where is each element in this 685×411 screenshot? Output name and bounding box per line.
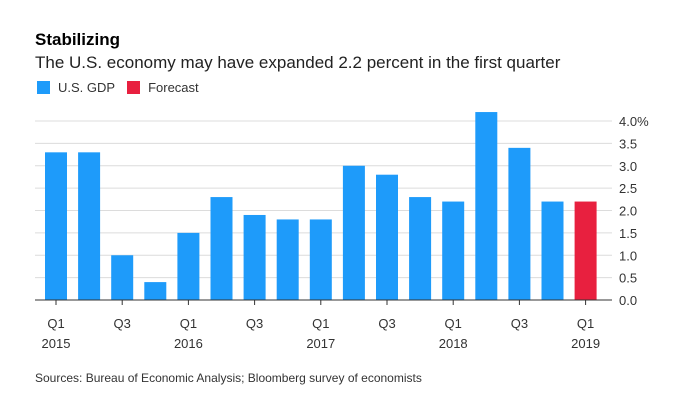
x-tick-label-year: 2015: [42, 336, 71, 351]
x-tick-label-quarter: Q3: [246, 316, 263, 331]
x-tick-label-quarter: Q1: [577, 316, 594, 331]
legend-label-forecast: Forecast: [148, 80, 199, 95]
y-tick-label: 2.5: [619, 181, 637, 196]
x-tick-label-year: 2019: [571, 336, 600, 351]
y-tick-label: 2.0: [619, 204, 637, 219]
legend: U.S. GDP Forecast: [37, 80, 211, 95]
bar-gdp: [342, 165, 365, 300]
legend-label-gdp: U.S. GDP: [58, 80, 116, 95]
x-tick-label-quarter: Q1: [445, 316, 462, 331]
x-tick-label-year: 2018: [439, 336, 468, 351]
y-tick-label: 1.0: [619, 248, 637, 263]
bar-gdp: [210, 197, 233, 300]
y-tick-label: 0.0: [619, 293, 637, 308]
y-tick-label: 3.5: [619, 136, 637, 151]
bar-forecast: [574, 201, 597, 300]
x-tick-label-quarter: Q3: [378, 316, 395, 331]
bar-gdp: [45, 152, 67, 300]
bar-gdp: [442, 201, 465, 300]
bar-gdp: [541, 201, 564, 300]
bar-gdp: [243, 214, 266, 300]
source-note: Sources: Bureau of Economic Analysis; Bl…: [35, 371, 422, 385]
legend-item-forecast: Forecast: [127, 80, 199, 95]
bar-gdp: [78, 152, 101, 300]
bar-gdp: [508, 147, 531, 300]
bar-gdp: [177, 232, 200, 300]
legend-swatch-forecast: [127, 81, 141, 94]
bar-gdp: [409, 197, 432, 300]
y-tick-label: 0.5: [619, 271, 637, 286]
legend-item-gdp: U.S. GDP: [37, 80, 115, 95]
x-tick-label-quarter: Q3: [114, 316, 131, 331]
x-tick-label-quarter: Q1: [312, 316, 329, 331]
y-tick-label: 4.0%: [619, 114, 649, 129]
bar-gdp: [144, 282, 167, 300]
x-tick-label-year: 2017: [306, 336, 335, 351]
bar-gdp: [376, 174, 398, 300]
y-tick-label: 1.5: [619, 226, 637, 241]
x-tick-label-quarter: Q1: [47, 316, 64, 331]
y-tick-label: 3.0: [619, 159, 637, 174]
x-tick-label-quarter: Q1: [180, 316, 197, 331]
x-tick-label-quarter: Q3: [511, 316, 528, 331]
bar-gdp: [276, 219, 299, 300]
x-tick-label-year: 2016: [174, 336, 203, 351]
bar-gdp: [309, 219, 332, 300]
bar-gdp: [475, 112, 498, 300]
chart-title: Stabilizing: [35, 30, 120, 49]
legend-swatch-gdp: [37, 81, 50, 94]
chart-subtitle: The U.S. economy may have expanded 2.2 p…: [35, 53, 561, 72]
bar-gdp: [111, 255, 134, 300]
